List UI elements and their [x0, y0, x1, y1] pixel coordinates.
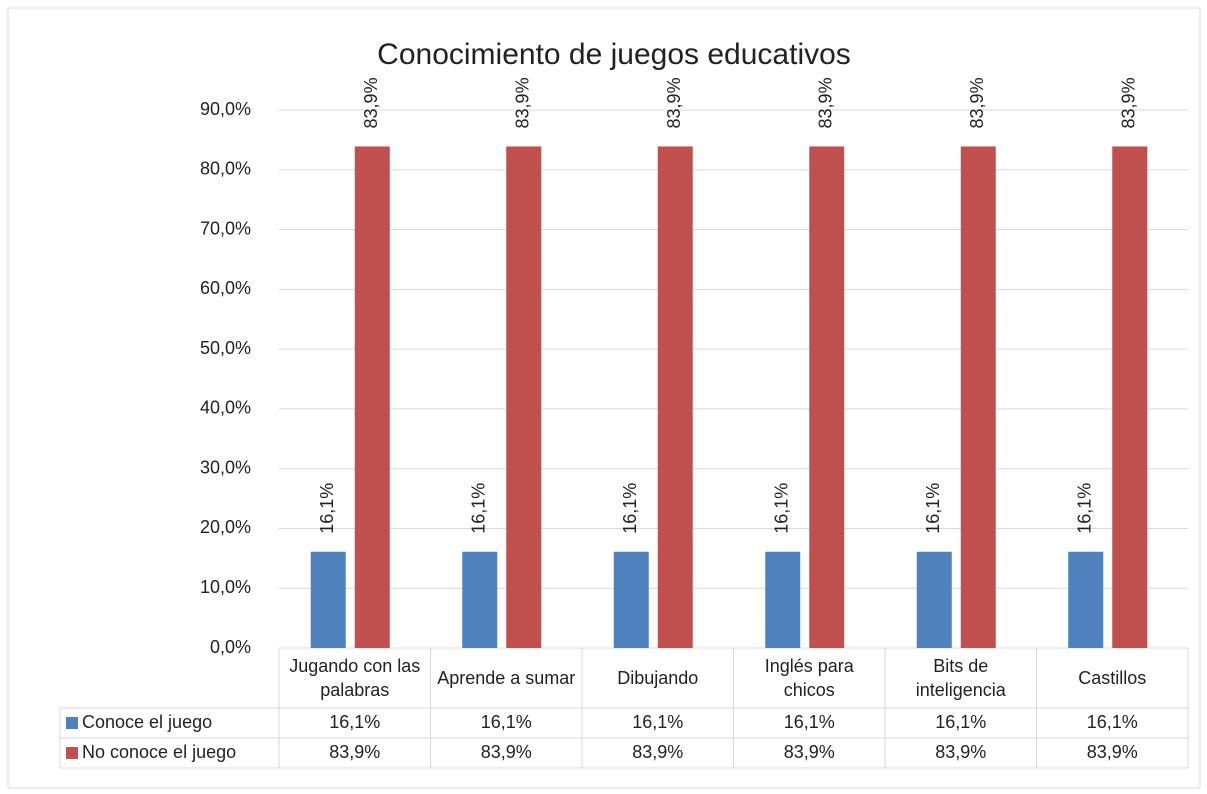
legend-label: Conoce el juego: [82, 712, 212, 732]
bar: [462, 551, 498, 648]
chart-title: Conocimiento de juegos educativos: [377, 38, 851, 71]
x-tick-label: Dibujando: [617, 668, 699, 688]
bar: [506, 146, 542, 648]
table-value: 83,9%: [481, 742, 532, 762]
table-value: 83,9%: [329, 742, 380, 762]
y-tick-label: 60,0%: [200, 278, 251, 298]
data-label: 83,9%: [361, 77, 381, 128]
y-tick-label: 30,0%: [200, 457, 251, 477]
table-value: 83,9%: [784, 742, 835, 762]
table-value: 16,1%: [935, 712, 986, 732]
bar: [310, 551, 346, 648]
table-value: 16,1%: [481, 712, 532, 732]
y-tick-label: 80,0%: [200, 159, 251, 179]
data-label: 16,1%: [1075, 483, 1095, 534]
x-tick-label: Jugando con las palabras: [289, 656, 421, 700]
bar: [1068, 551, 1104, 648]
bar: [960, 146, 996, 648]
table-value: 83,9%: [632, 742, 683, 762]
bar: [809, 146, 845, 648]
data-label: 83,9%: [664, 77, 684, 128]
y-tick-label: 40,0%: [200, 398, 251, 418]
y-tick-label: 70,0%: [200, 218, 251, 238]
table-value: 16,1%: [632, 712, 683, 732]
data-label: 83,9%: [513, 77, 533, 128]
bar: [765, 551, 801, 648]
legend-label: No conoce el juego: [82, 742, 236, 762]
table-value: 16,1%: [1087, 712, 1138, 732]
data-label: 83,9%: [816, 77, 836, 128]
x-tick-label: Inglés para chicos: [764, 656, 854, 700]
data-label: 16,1%: [317, 483, 337, 534]
bar: [354, 146, 390, 648]
table-value: 16,1%: [329, 712, 380, 732]
table-value: 83,9%: [1087, 742, 1138, 762]
table-value: 16,1%: [784, 712, 835, 732]
data-label: 83,9%: [1119, 77, 1139, 128]
bar: [916, 551, 952, 648]
y-tick-label: 50,0%: [200, 338, 251, 358]
x-tick-label: Bits de inteligencia: [915, 656, 1006, 700]
bar: [613, 551, 649, 648]
data-label: 83,9%: [967, 77, 987, 128]
data-label: 16,1%: [923, 483, 943, 534]
chart-border: [7, 7, 1201, 789]
y-tick-label: 0,0%: [210, 637, 251, 657]
y-tick-label: 20,0%: [200, 517, 251, 537]
x-tick-label: Castillos: [1078, 668, 1147, 688]
bar: [1112, 146, 1148, 648]
y-tick-label: 90,0%: [200, 99, 251, 119]
data-label: 16,1%: [772, 483, 792, 534]
table-value: 83,9%: [935, 742, 986, 762]
legend-swatch: [66, 717, 78, 729]
y-tick-label: 10,0%: [200, 577, 251, 597]
legend-swatch: [66, 747, 78, 759]
x-tick-label: Aprende a sumar: [437, 668, 576, 688]
data-label: 16,1%: [469, 483, 489, 534]
data-label: 16,1%: [620, 483, 640, 534]
bar: [657, 146, 693, 648]
